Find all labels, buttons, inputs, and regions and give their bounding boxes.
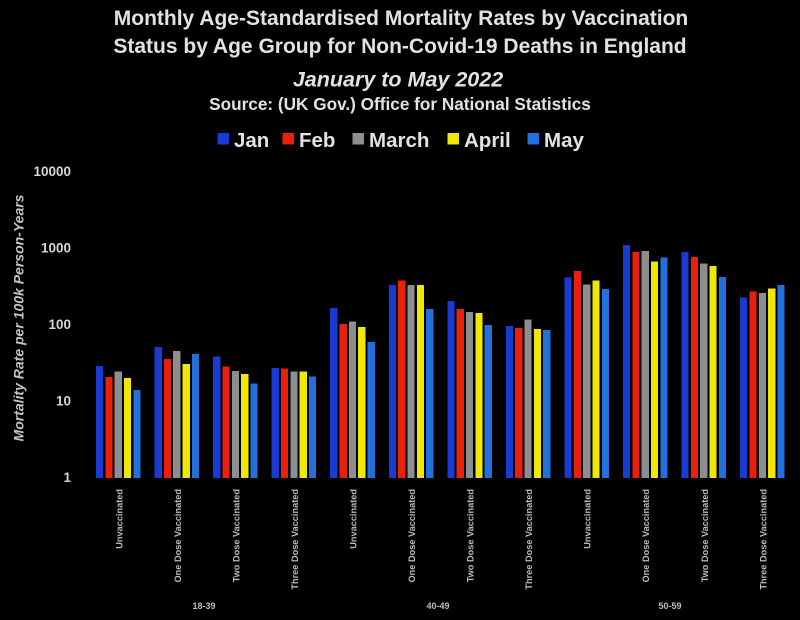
svg-text:1000: 1000 — [41, 240, 71, 255]
svg-text:Three Dose Vaccinated: Three Dose Vaccinated — [758, 489, 768, 590]
svg-text:Source: (UK Gov.) Office for N: Source: (UK Gov.) Office for National St… — [209, 94, 591, 114]
svg-text:40-49: 40-49 — [426, 601, 449, 611]
svg-text:Two Dose Vaccinated: Two Dose Vaccinated — [231, 489, 241, 582]
svg-text:Two Dose Vaccinated: Two Dose Vaccinated — [466, 489, 476, 582]
svg-text:April: April — [464, 129, 511, 152]
svg-text:100: 100 — [48, 317, 71, 332]
svg-text:Unvaccinated: Unvaccinated — [114, 489, 124, 549]
svg-text:Unvaccinated: Unvaccinated — [349, 489, 359, 549]
svg-text:Feb: Feb — [299, 129, 335, 152]
svg-text:January to May 2022: January to May 2022 — [293, 68, 503, 92]
svg-text:March: March — [369, 129, 429, 152]
svg-text:Three Dose Vaccinated: Three Dose Vaccinated — [524, 489, 534, 590]
svg-text:Mortality Rate per 100k Person: Mortality Rate per 100k Person-Years — [11, 194, 27, 441]
svg-text:1: 1 — [63, 470, 71, 485]
svg-text:50-59: 50-59 — [658, 601, 681, 611]
svg-text:18-39: 18-39 — [192, 601, 215, 611]
svg-text:10: 10 — [56, 393, 71, 408]
svg-text:Status by Age Group for Non-Co: Status by Age Group for Non-Covid-19 Dea… — [113, 35, 686, 58]
svg-text:One Dose Vaccinated: One Dose Vaccinated — [407, 489, 417, 582]
svg-text:Two Dose Vaccinated: Two Dose Vaccinated — [700, 489, 710, 582]
svg-text:Unvaccinated: Unvaccinated — [583, 489, 593, 549]
svg-text:One Dose Vaccinated: One Dose Vaccinated — [641, 489, 651, 582]
svg-text:One Dose Vaccinated: One Dose Vaccinated — [173, 489, 183, 582]
svg-text:Three Dose Vaccinated: Three Dose Vaccinated — [290, 489, 300, 590]
svg-text:Monthly Age-Standardised Morta: Monthly Age-Standardised Mortality Rates… — [114, 7, 689, 30]
svg-text:Jan: Jan — [234, 129, 269, 152]
svg-text:May: May — [544, 129, 584, 152]
svg-text:10000: 10000 — [33, 164, 71, 179]
